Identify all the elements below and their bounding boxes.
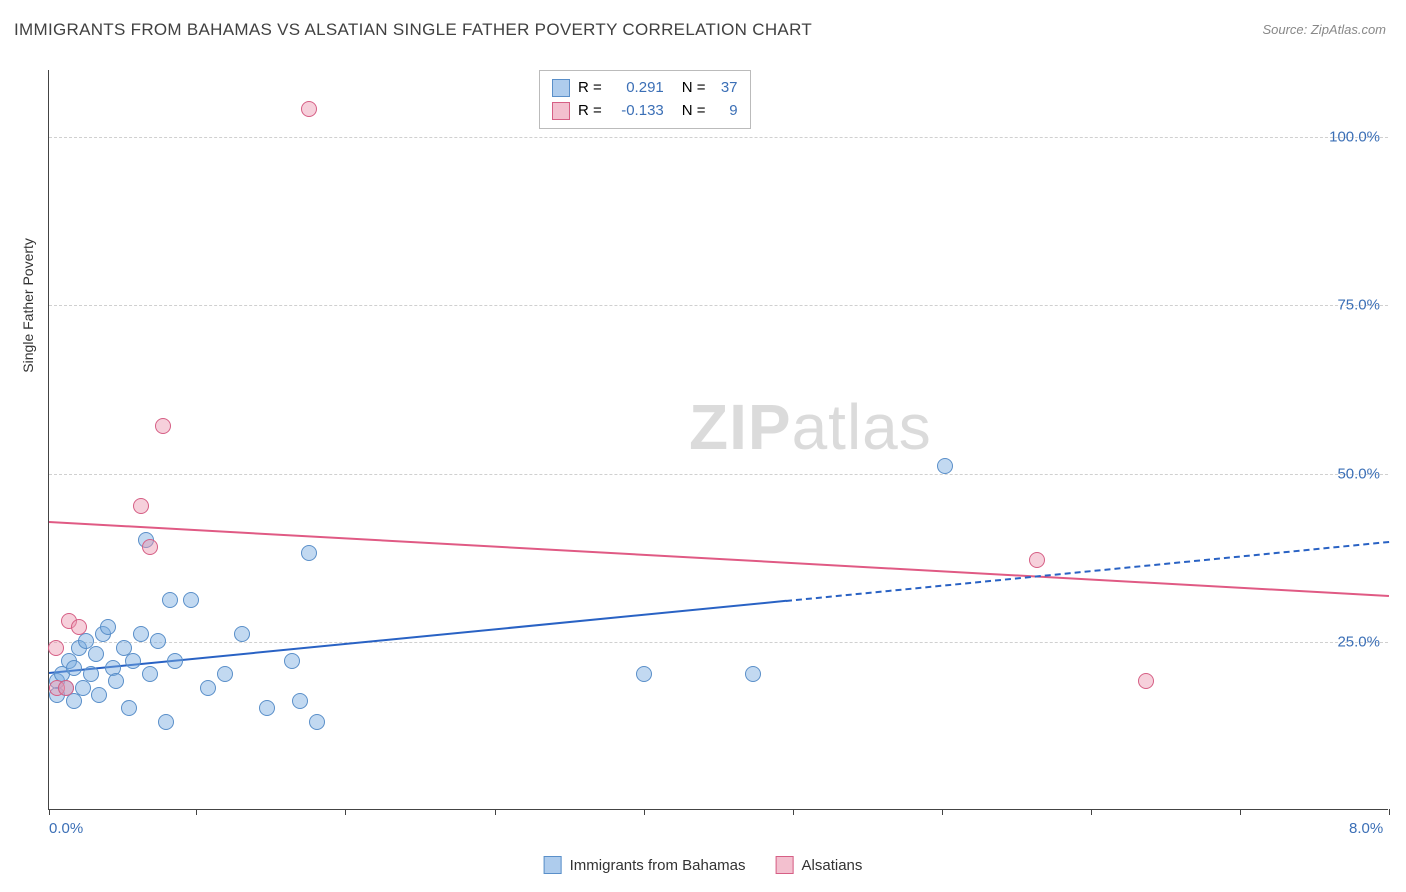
x-tick	[1091, 809, 1092, 815]
y-axis-label: Single Father Poverty	[20, 238, 36, 373]
legend-item: Alsatians	[776, 856, 863, 874]
gridline	[49, 642, 1388, 643]
data-point	[292, 693, 308, 709]
chart-container: IMMIGRANTS FROM BAHAMAS VS ALSATIAN SING…	[0, 0, 1406, 892]
data-point	[301, 101, 317, 117]
chart-title: IMMIGRANTS FROM BAHAMAS VS ALSATIAN SING…	[14, 20, 812, 40]
legend-row: R = -0.133 N = 9	[552, 100, 738, 123]
x-tick	[345, 809, 346, 815]
data-point	[1138, 673, 1154, 689]
data-point	[309, 714, 325, 730]
square-icon	[552, 102, 570, 120]
x-tick	[196, 809, 197, 815]
x-tick	[49, 809, 50, 815]
data-point	[183, 592, 199, 608]
data-point	[217, 666, 233, 682]
data-point	[142, 666, 158, 682]
data-point	[155, 418, 171, 434]
data-point	[745, 666, 761, 682]
x-tick	[495, 809, 496, 815]
gridline	[49, 137, 1388, 138]
data-point	[66, 660, 82, 676]
data-point	[66, 693, 82, 709]
bottom-legend: Immigrants from Bahamas Alsatians	[544, 856, 863, 874]
r-label: R =	[578, 77, 602, 100]
watermark-atlas: atlas	[792, 391, 932, 463]
square-icon	[552, 79, 570, 97]
data-point	[100, 619, 116, 635]
n-value: 37	[714, 77, 738, 100]
data-point	[636, 666, 652, 682]
data-point	[284, 653, 300, 669]
y-tick-label: 75.0%	[1337, 297, 1380, 314]
square-icon	[776, 856, 794, 874]
stats-legend: R = 0.291 N = 37 R = -0.133 N = 9	[539, 70, 751, 129]
legend-label: Immigrants from Bahamas	[570, 857, 746, 874]
data-point	[200, 680, 216, 696]
y-tick-label: 25.0%	[1337, 633, 1380, 650]
data-point	[158, 714, 174, 730]
x-tick	[1240, 809, 1241, 815]
legend-label: Alsatians	[802, 857, 863, 874]
y-tick-label: 50.0%	[1337, 465, 1380, 482]
n-label: N =	[682, 77, 706, 100]
data-point	[162, 592, 178, 608]
y-tick-label: 100.0%	[1329, 129, 1380, 146]
data-point	[48, 640, 64, 656]
data-point	[58, 680, 74, 696]
gridline	[49, 305, 1388, 306]
plot-area: ZIPatlas R = 0.291 N = 37 R = -0.133 N =…	[48, 70, 1388, 810]
source-label: Source: ZipAtlas.com	[1262, 22, 1386, 37]
data-point	[259, 700, 275, 716]
data-point	[301, 545, 317, 561]
data-point	[150, 633, 166, 649]
data-point	[71, 619, 87, 635]
watermark-zip: ZIP	[689, 391, 792, 463]
gridline	[49, 474, 1388, 475]
square-icon	[544, 856, 562, 874]
x-tick	[793, 809, 794, 815]
data-point	[142, 539, 158, 555]
data-point	[937, 458, 953, 474]
data-point	[108, 673, 124, 689]
data-point	[83, 666, 99, 682]
r-value: -0.133	[610, 100, 664, 123]
data-point	[167, 653, 183, 669]
data-point	[125, 653, 141, 669]
x-tick	[942, 809, 943, 815]
trend-line	[49, 521, 1389, 597]
x-tick-label: 0.0%	[49, 820, 83, 837]
x-tick	[644, 809, 645, 815]
data-point	[121, 700, 137, 716]
data-point	[234, 626, 250, 642]
r-label: R =	[578, 100, 602, 123]
data-point	[88, 646, 104, 662]
data-point	[75, 680, 91, 696]
x-tick	[1389, 809, 1390, 815]
trend-line	[786, 541, 1389, 602]
n-label: N =	[682, 100, 706, 123]
x-tick-label: 8.0%	[1349, 820, 1383, 837]
n-value: 9	[714, 100, 738, 123]
r-value: 0.291	[610, 77, 664, 100]
watermark: ZIPatlas	[689, 390, 932, 464]
data-point	[91, 687, 107, 703]
data-point	[133, 626, 149, 642]
data-point	[1029, 552, 1045, 568]
data-point	[133, 498, 149, 514]
legend-row: R = 0.291 N = 37	[552, 77, 738, 100]
legend-item: Immigrants from Bahamas	[544, 856, 746, 874]
